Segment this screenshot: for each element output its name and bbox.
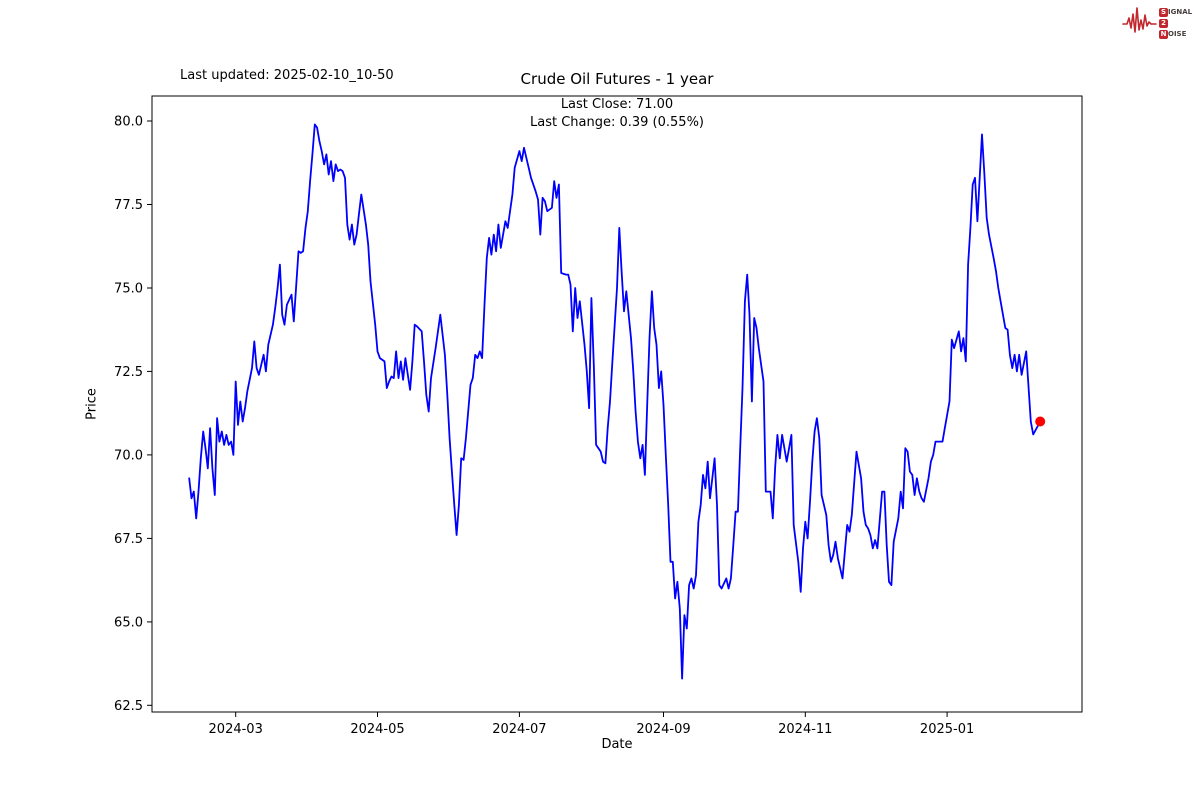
logo-letterbox-n: N [1159,29,1168,39]
x-axis-title: Date [601,737,633,752]
y-tick-label: 80.0 [114,115,143,130]
logo-word-signal: S IGNAL [1159,7,1193,17]
x-tick-label: 2024-05 [350,722,404,737]
last-updated-label: Last updated: 2025-02-10_10-50 [180,68,394,83]
last-change-text: Last Change: 0.39 (0.55%) [529,115,704,130]
last-close-text: Last Close: 71.00 [560,97,674,112]
y-tick-label: 62.5 [114,699,143,714]
last-close-marker [1035,416,1046,427]
x-tick-label: 2024-07 [492,722,546,737]
y-tick-label: 70.0 [114,448,143,463]
y-tick-label: 65.0 [114,615,143,630]
y-tick-label: 67.5 [114,532,143,547]
logo-word-2: 2 [1159,18,1192,28]
chart-title: Crude Oil Futures - 1 year [520,70,714,88]
y-tick-label: 77.5 [114,198,143,213]
price-line [188,123,1042,680]
logo-letterbox-2: 2 [1159,18,1168,28]
logo-word-noise: N OISE [1159,29,1187,39]
y-tick-label: 75.0 [114,282,143,297]
waveform-icon [1122,3,1158,43]
x-tick-label: 2024-03 [209,722,263,737]
axes-frame [151,95,1083,713]
y-tick-label: 72.5 [114,365,143,380]
x-tick-label: 2025-01 [920,722,974,737]
chart-annotation: Last Close: 71.00 Last Change: 0.39 (0.5… [152,96,1082,132]
x-tick-label: 2024-09 [636,722,690,737]
signal2noise-logo: S IGNAL 2 N OISE [1122,3,1192,45]
logo-letterbox-s: S [1159,7,1168,17]
x-tick-label: 2024-11 [778,722,832,737]
